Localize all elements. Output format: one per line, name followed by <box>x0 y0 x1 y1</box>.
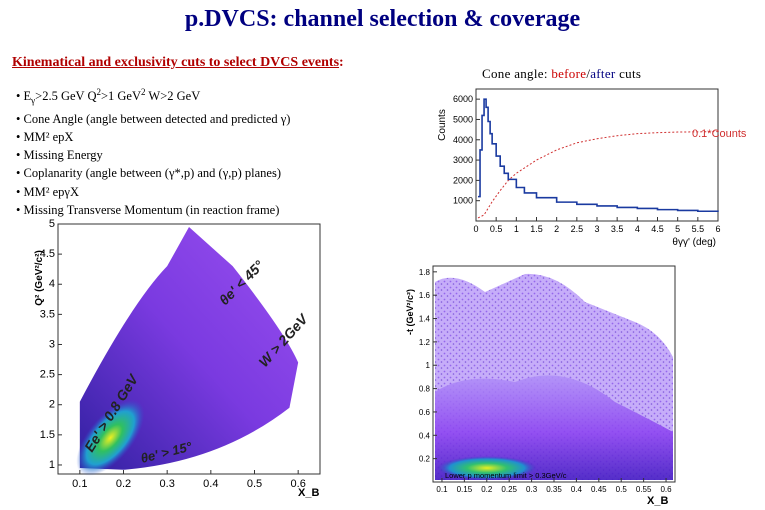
cone-y-tick-label: 1000 <box>453 196 473 206</box>
cone-y-label: Counts <box>437 109 448 141</box>
t-y-tick-label: 1.6 <box>419 291 431 300</box>
q2-y-tick-label: 3.5 <box>40 308 55 320</box>
cut-item-coplanarity: Coplanarity (angle between (γ*,p) and (γ… <box>16 164 290 182</box>
cut-item-mm2-epgx: MM² epγX <box>16 183 290 201</box>
cone-x-tick-label: 1.5 <box>530 224 543 234</box>
q2-y-tick-label: 2 <box>49 399 55 411</box>
q2-x-tick-label: 0.5 <box>247 478 262 490</box>
t-xb-density-peak <box>437 456 537 480</box>
cone-x-tick-label: 5 <box>675 224 680 234</box>
cone-y-tick-label: 2000 <box>453 175 473 185</box>
cone-x-tick-label: 2.5 <box>571 224 584 234</box>
cone-x-tick-label: 3.5 <box>611 224 624 234</box>
cone-x-tick-label: 3 <box>594 224 599 234</box>
q2-y-tick-label: 4 <box>49 278 55 290</box>
t-y-tick-label: 1.4 <box>419 315 431 324</box>
cone-plot-frame <box>475 88 719 222</box>
t-x-tick-label: 0.5 <box>616 485 628 494</box>
t-x-tick-label: 0.45 <box>591 485 607 494</box>
t-x-tick-label: 0.35 <box>546 485 562 494</box>
q2-y-tick-label: 1.5 <box>40 429 55 441</box>
t-y-tick-label: 0.6 <box>419 408 431 417</box>
cone-x-tick-label: 6 <box>715 224 720 234</box>
q2-y-tick-label: 2.5 <box>40 369 55 381</box>
t-xb-dense-region <box>435 375 673 480</box>
q2-y-tick-label: 1 <box>49 459 55 471</box>
q2-x-label: X_B <box>298 487 319 499</box>
q2-x-tick-label: 0.6 <box>291 478 306 490</box>
cut-item-cone-angle: Cone Angle (angle between detected and p… <box>16 110 291 128</box>
cone-x-tick-label: 2 <box>554 224 559 234</box>
t-x-tick-label: 0.4 <box>571 485 583 494</box>
t-y-tick-label: 0.2 <box>419 455 431 464</box>
q2-y-tick-label: 4.5 <box>40 248 55 260</box>
cone-x-tick-label: 0.5 <box>490 224 503 234</box>
cut-item-beam-energy: Eγ>2.5 GeV Q2>1 GeV2 W>2 GeV <box>16 83 290 110</box>
before-scale-annotation: 0.1*Counts <box>692 128 747 140</box>
page-title: p.DVCS: channel selection & coverage <box>184 6 581 32</box>
cuts-list: Eγ>2.5 GeV Q2>1 GeV2 W>2 GeV Cone Angle … <box>16 83 291 219</box>
cuts-heading: Kinematical and exclusivity cuts to sele… <box>12 55 344 70</box>
cone-angle-caption: Cone angle: before/after cuts <box>482 66 642 81</box>
t-x-tick-label: 0.15 <box>457 485 473 494</box>
t-x-tick-label: 0.3 <box>526 485 538 494</box>
cut-item-mm2-epx: MM² epX <box>16 128 290 146</box>
proton-momentum-note: Lower p momentum limit > 0.3GeV/c <box>445 471 567 480</box>
q2-x-tick-label: 0.2 <box>116 478 131 490</box>
q2-x-tick-label: 0.4 <box>203 478 218 490</box>
q2-y-tick-label: 3 <box>49 338 55 350</box>
q2-x-tick-label: 0.3 <box>160 478 175 490</box>
t-y-tick-label: 0.8 <box>419 385 431 394</box>
t-x-label: X_B <box>647 495 668 507</box>
cone-x-tick-label: 0 <box>473 224 478 234</box>
q2-xb-chart: 11.522.533.544.550.1 0.2 0.3 0.4 0.5 0.6 θe' … <box>34 218 321 499</box>
t-y-tick-label: 1.8 <box>419 268 431 277</box>
t-y-label: -t (GeV²/c²) <box>405 289 415 335</box>
q2-xb-density-peak <box>76 399 145 476</box>
q2-x-tick-label: 0.1 <box>72 478 87 490</box>
cut-item-missing-pt: Missing Transverse Momentum (in reaction… <box>16 201 290 219</box>
t-x-tick-label: 0.6 <box>660 485 672 494</box>
cone-y-tick-label: 6000 <box>453 94 473 104</box>
cone-y-tick-label: 5000 <box>453 114 473 124</box>
t-y-tick-label: 1 <box>426 361 431 370</box>
cone-x-tick-label: 4.5 <box>651 224 664 234</box>
q2-y-label: Q² (GeV²/c²) <box>34 250 45 306</box>
t-xb-chart: 0.2 0.4 0.6 0.8 1 1.2 1.4 1.6 1.8 0.1 0.15 0.2 0.25 0… <box>405 265 676 507</box>
cone-y-tick-label: 4000 <box>453 135 473 145</box>
before-cuts-series <box>477 131 719 219</box>
q2-y-tick-label: 5 <box>49 218 55 230</box>
cone-x-label: θγγ' (deg) <box>672 237 716 248</box>
t-x-tick-label: 0.25 <box>501 485 517 494</box>
cone-x-tick-label: 1 <box>514 224 519 234</box>
cone-x-tick-label: 4 <box>635 224 640 234</box>
t-x-tick-label: 0.2 <box>481 485 493 494</box>
cone-angle-chart: 1000 2000 3000 4000 5000 6000 0 0.5 1 1.5 2 2.5 3 3.5… <box>437 88 747 248</box>
after-cuts-series <box>478 98 719 213</box>
cone-x-tick-label: 5.5 <box>692 224 705 234</box>
t-y-tick-label: 0.4 <box>419 431 431 440</box>
t-y-tick-label: 1.2 <box>419 338 431 347</box>
t-x-tick-label: 0.1 <box>436 485 448 494</box>
cut-item-missing-energy: Missing Energy <box>16 146 290 164</box>
cone-y-tick-label: 3000 <box>453 155 473 165</box>
t-x-tick-label: 0.55 <box>636 485 652 494</box>
